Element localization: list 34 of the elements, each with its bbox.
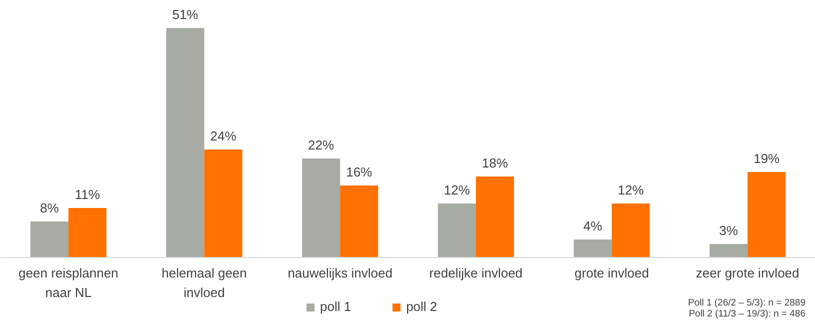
x-tick-label: helemaal geen invloed — [162, 266, 247, 300]
data-label: 18% — [482, 156, 508, 171]
data-label: 19% — [754, 151, 780, 166]
bar — [476, 176, 514, 258]
x-tick-label: redelijke invloed — [429, 266, 523, 280]
data-label: 22% — [308, 138, 335, 153]
text: Poll 2 (11/3 – 19/3): n = 486 — [688, 308, 806, 320]
data-label: 51% — [172, 7, 199, 22]
x-tick-label: zeer grote invloed — [696, 266, 800, 280]
bar — [204, 150, 242, 258]
data-label: 12% — [618, 182, 644, 198]
data-label: 8% — [40, 200, 60, 216]
legend-label: poll 1 — [320, 299, 352, 314]
legend-label: poll 2 — [406, 299, 438, 314]
data-label: 11% — [74, 187, 100, 202]
data-label: 4% — [583, 218, 603, 234]
bar — [166, 28, 204, 258]
bar — [748, 172, 786, 258]
data-label: 24% — [210, 128, 237, 144]
data-label: 12% — [444, 182, 470, 198]
bar — [710, 244, 748, 258]
x-tick-label: nauwelijks invloed — [288, 266, 392, 280]
bar — [574, 240, 612, 258]
x-tick-label: geen reisplannen naar NL — [18, 266, 118, 300]
bar — [30, 222, 68, 258]
bar — [438, 204, 476, 258]
bar — [612, 204, 650, 258]
bar — [302, 158, 340, 258]
data-label: 3% — [719, 223, 738, 238]
bar — [68, 208, 106, 258]
bar — [340, 186, 378, 258]
text: Poll 1 (26/2 – 5/3): n = 2889 — [688, 298, 806, 308]
data-label: 16% — [346, 164, 373, 180]
x-tick-label: grote invloed — [574, 266, 649, 280]
